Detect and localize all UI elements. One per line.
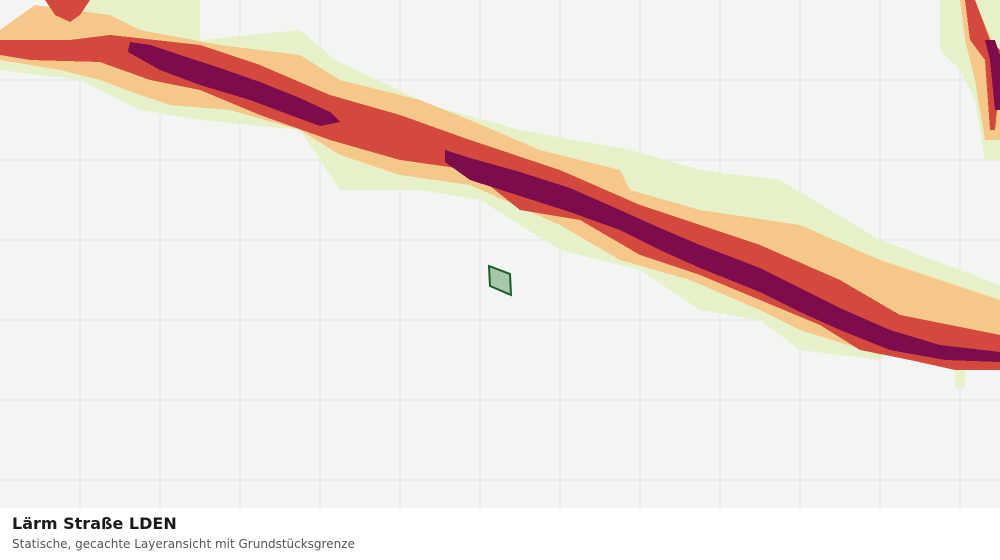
map-view (0, 0, 1000, 508)
parcel-boundary (487, 264, 513, 297)
noise-zone-very-high (128, 40, 1000, 362)
layer-subtitle: Statische, gecachte Layeransicht mit Gru… (12, 537, 355, 551)
caption-panel: Lärm Straße LDEN Statische, gecachte Lay… (0, 508, 1000, 560)
layer-title: Lärm Straße LDEN (12, 514, 177, 533)
